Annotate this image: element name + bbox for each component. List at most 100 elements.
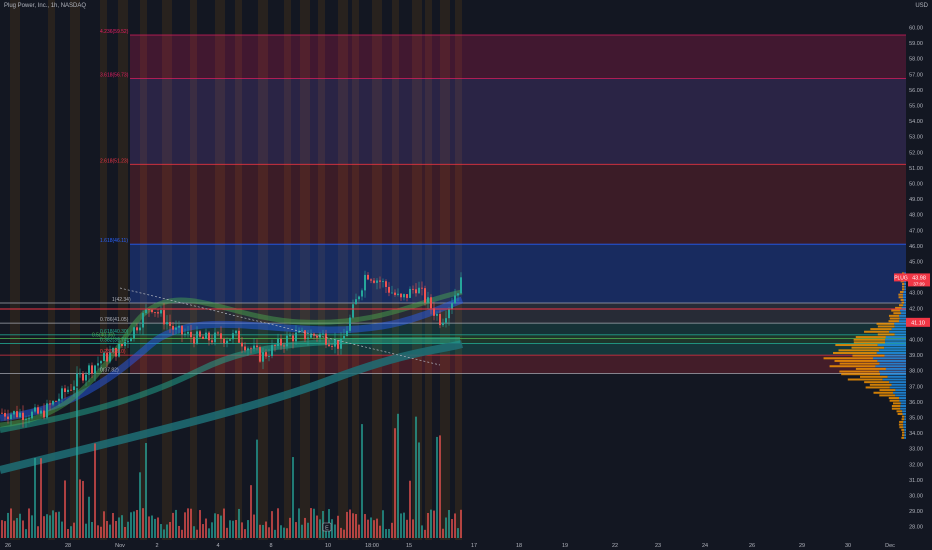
candle-body — [304, 330, 306, 340]
currency-label: USD — [915, 3, 928, 9]
candle-body — [352, 304, 354, 318]
session-band — [440, 0, 450, 540]
candle-body — [295, 332, 297, 342]
volume-profile-bar — [888, 397, 900, 400]
candle-body — [118, 343, 120, 357]
candle-body — [145, 309, 147, 314]
volume-bar — [139, 472, 141, 538]
volume-bar — [427, 512, 429, 538]
candle-body — [235, 330, 237, 334]
volume-bar — [55, 512, 57, 538]
volume-bar — [187, 508, 189, 538]
volume-profile-bar — [899, 426, 904, 429]
volume-bar — [19, 513, 21, 538]
session-band — [338, 0, 348, 540]
candle-body — [355, 299, 357, 305]
time-tick-label: 10 — [325, 543, 331, 549]
volume-bar — [106, 520, 108, 538]
candle-body — [442, 322, 444, 326]
volume-bar — [238, 508, 240, 538]
fib-level-label: 0.236(39.0) — [100, 349, 126, 355]
volume-profile-bar — [884, 354, 906, 357]
volume-profile-bar — [900, 312, 906, 315]
volume-bar — [70, 526, 72, 538]
candle-body — [430, 297, 432, 309]
session-band — [118, 0, 128, 540]
price-tick-label: 29.00 — [909, 509, 923, 515]
volume-profile-bar — [852, 354, 885, 357]
volume-profile-bar — [897, 412, 903, 415]
price-tick-label: 56.00 — [909, 88, 923, 94]
session-band — [258, 0, 268, 540]
candle-body — [127, 341, 129, 343]
time-tick-label: Nov — [115, 543, 125, 549]
time-tick-label: 26 — [5, 543, 11, 549]
volume-profile-bar — [899, 397, 906, 400]
candle-body — [46, 403, 48, 418]
volume-bar — [157, 517, 159, 538]
candle-body — [178, 325, 180, 328]
volume-bar — [433, 510, 435, 538]
volume-bar — [190, 508, 192, 538]
price-tick-label: 43.00 — [909, 291, 923, 297]
ema-ribbon-green — [0, 289, 463, 428]
candle-body — [445, 318, 447, 323]
earnings-marker[interactable]: E — [322, 522, 332, 532]
volume-bar — [85, 523, 87, 538]
candle-body — [262, 352, 264, 362]
volume-bar — [445, 517, 447, 538]
ema-ribbon-long — [0, 340, 464, 474]
fib-zone — [130, 164, 906, 245]
candle-body — [76, 373, 78, 387]
candle-body — [190, 331, 192, 338]
candle-body — [85, 374, 87, 381]
volume-bar — [91, 522, 93, 538]
candle-body — [301, 330, 303, 332]
volume-profile-bar — [841, 373, 881, 376]
candle-body — [340, 338, 342, 349]
candle-body — [157, 312, 159, 314]
candlesticks — [1, 270, 462, 428]
volume-bar — [391, 522, 393, 538]
candle-body — [133, 327, 135, 339]
candle-body — [115, 348, 117, 357]
volume-bar — [67, 528, 69, 538]
volume-bar — [31, 515, 33, 538]
volume-bar — [412, 519, 414, 538]
volume-profile-bar — [904, 301, 906, 304]
candle-body — [283, 345, 285, 347]
volume-profile-bar — [889, 399, 900, 402]
volume-profile-bar — [899, 317, 906, 320]
session-band — [215, 0, 225, 540]
candle-body — [97, 363, 99, 366]
candle-body — [292, 335, 294, 342]
candle-body — [82, 373, 84, 381]
candle-body — [94, 365, 96, 374]
candle-body — [424, 288, 426, 303]
price-tick-label: 45.00 — [909, 260, 923, 266]
volume-bar — [331, 519, 333, 538]
volume-bar — [205, 518, 207, 538]
session-band — [235, 0, 242, 540]
volume-bar — [172, 512, 174, 538]
volume-bar — [226, 527, 228, 538]
candle-body — [349, 317, 351, 331]
volume-profile-bar — [895, 394, 906, 397]
candle-body — [181, 325, 183, 335]
time-axis[interactable]: 26 28 Nov 2 4 8 10 18:00 15 17 18 19 22 23 24 26 29 30 Dec — [0, 540, 932, 550]
price-tick-label: 34.00 — [909, 431, 923, 437]
price-axis[interactable]: 60.00 59.00 58.00 57.00 56.00 55.00 54.00 53.00… — [894, 0, 932, 550]
candle-body — [130, 338, 132, 342]
candle-body — [391, 292, 393, 294]
volume-profile-bar — [901, 418, 905, 421]
candle-body — [19, 412, 21, 418]
price-tick-label: 54.00 — [909, 119, 923, 125]
volume-bar — [271, 511, 273, 538]
symbol-badge-label: PLUG — [894, 275, 908, 281]
volume-bar — [241, 522, 243, 538]
volume-bar — [409, 480, 411, 538]
session-band — [372, 0, 382, 540]
candle-body — [1, 412, 3, 414]
volume-bar — [430, 509, 432, 538]
